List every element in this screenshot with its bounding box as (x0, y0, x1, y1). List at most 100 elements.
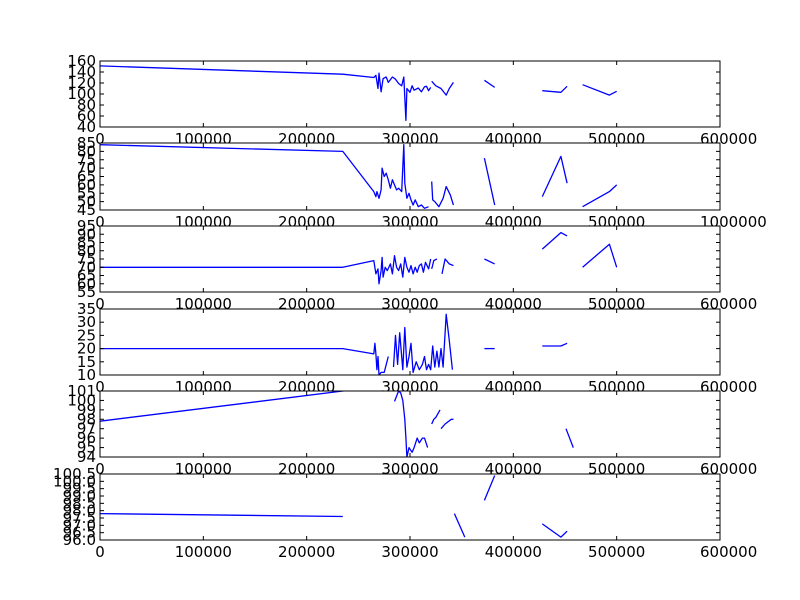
series-line-segment (100, 144, 429, 209)
subplot-6: 96.096.597.097.598.098.599.099.5100.0100… (53, 465, 757, 561)
y-tick-label: 50 (77, 193, 96, 211)
y-tick-label: 15 (77, 353, 96, 371)
x-tick-label: 400000 (485, 543, 542, 561)
y-tick-label: 60 (77, 176, 96, 194)
series-group (100, 475, 568, 538)
y-tick-label: 97.0 (63, 516, 96, 534)
y-tick-label: 65 (77, 168, 96, 186)
y-tick-label: 99.0 (63, 487, 96, 505)
x-tick-label: 200000 (278, 543, 335, 561)
y-tick-label: 94 (77, 448, 96, 466)
series-line-segment (431, 258, 438, 270)
y-tick-label: 60 (77, 275, 96, 293)
series-group (100, 391, 574, 457)
plot-area (100, 143, 720, 210)
series-group (100, 65, 618, 122)
y-tick-label: 65 (77, 267, 96, 285)
y-tick-label: 45 (77, 201, 96, 219)
series-line-segment (483, 157, 496, 206)
y-tick-label: 100 (67, 85, 96, 103)
series-line-segment (440, 418, 454, 430)
x-tick-label: 100000 (175, 543, 232, 561)
y-tick-label: 20 (77, 340, 96, 358)
series-line-segment (484, 258, 495, 265)
y-tick-label: 98 (77, 410, 96, 428)
y-tick-label: 60 (77, 107, 96, 125)
y-tick-label: 160 (67, 52, 96, 70)
series-line-segment (582, 243, 618, 268)
y-tick-label: 55 (77, 184, 96, 202)
series-line-segment (542, 85, 568, 93)
y-tick-label: 99.5 (63, 480, 96, 498)
series-line-segment (541, 523, 568, 538)
y-tick-label: 140 (67, 63, 96, 81)
plot-area (100, 226, 720, 292)
y-tick-label: 10 (77, 366, 96, 384)
series-line-segment (431, 181, 455, 208)
plot-area (100, 61, 720, 127)
y-tick-label: 85 (77, 134, 96, 152)
y-tick-label: 99 (77, 401, 96, 419)
series-line-segment (431, 409, 441, 425)
y-tick-label: 85 (77, 234, 96, 252)
series-line-segment (582, 184, 618, 208)
series-line-segment (392, 313, 454, 374)
series-line-segment (100, 65, 432, 122)
plot-area (100, 391, 720, 457)
x-tick-label: 600000 (700, 543, 757, 561)
series-line-segment (100, 342, 389, 375)
plot-area (100, 474, 720, 540)
series-group (100, 231, 618, 285)
series-line-segment (541, 231, 568, 250)
series-group (100, 144, 618, 209)
y-tick-label: 98.5 (63, 494, 96, 512)
y-tick-label: 96.5 (63, 524, 96, 542)
series-line-segment (483, 475, 496, 501)
x-tick-label: 0 (95, 543, 105, 561)
y-tick-label: 70 (77, 159, 96, 177)
y-tick-label: 100.0 (53, 472, 96, 490)
y-tick-label: 97 (77, 420, 96, 438)
series-line-segment (393, 391, 429, 457)
y-tick-label: 95 (77, 439, 96, 457)
series-line-segment (100, 391, 350, 422)
y-tick-label: 98.0 (63, 502, 96, 520)
series-group (100, 313, 568, 375)
y-tick-label: 120 (67, 74, 96, 92)
y-tick-label: 80 (77, 96, 96, 114)
y-tick-label: 40 (77, 118, 96, 136)
x-tick-label: 0 (95, 378, 105, 396)
y-tick-label: 80 (77, 242, 96, 260)
y-tick-label: 97.5 (63, 509, 96, 527)
y-tick-label: 75 (77, 250, 96, 268)
y-tick-label: 90 (77, 225, 96, 243)
x-tick-label: 500000 (588, 543, 645, 561)
series-line-segment (431, 80, 454, 96)
x-tick-label: 0 (95, 213, 105, 231)
x-tick-label: 300000 (381, 543, 438, 561)
series-line-segment (441, 258, 454, 275)
x-tick-label: 0 (95, 460, 105, 478)
series-line-segment (541, 155, 568, 197)
y-tick-label: 96 (77, 429, 96, 447)
y-tick-label: 96.0 (63, 531, 96, 549)
x-tick-label: 0 (95, 130, 105, 148)
y-tick-label: 30 (77, 313, 96, 331)
y-tick-label: 35 (77, 300, 96, 318)
series-line-segment (100, 512, 343, 518)
y-tick-label: 80 (77, 142, 96, 160)
x-tick-label: 0 (95, 295, 105, 313)
series-line-segment (542, 342, 568, 347)
y-tick-label: 75 (77, 151, 96, 169)
y-tick-label: 25 (77, 326, 96, 344)
y-tick-label: 100.5 (53, 465, 96, 483)
y-tick-label: 95 (77, 217, 96, 235)
y-tick-label: 70 (77, 258, 96, 276)
series-line-segment (100, 255, 432, 285)
